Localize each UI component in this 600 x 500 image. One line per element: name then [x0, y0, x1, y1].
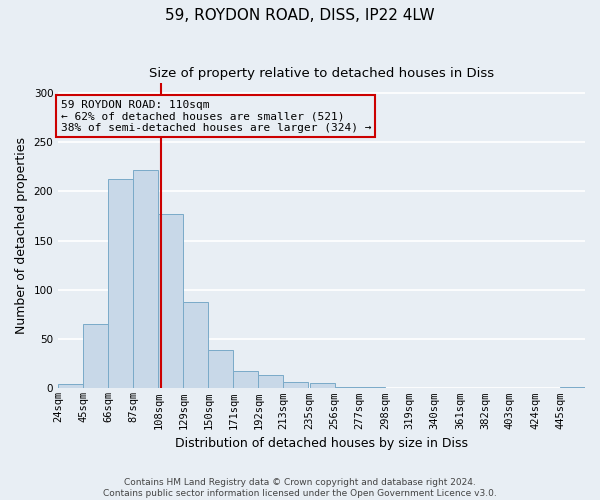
Bar — [58, 384, 83, 388]
Bar — [233, 370, 259, 388]
Bar — [158, 214, 184, 388]
Bar — [133, 170, 158, 388]
Text: Contains HM Land Registry data © Crown copyright and database right 2024.
Contai: Contains HM Land Registry data © Crown c… — [103, 478, 497, 498]
Bar — [108, 178, 133, 388]
Bar — [184, 302, 208, 388]
Text: 59 ROYDON ROAD: 110sqm
← 62% of detached houses are smaller (521)
38% of semi-de: 59 ROYDON ROAD: 110sqm ← 62% of detached… — [61, 100, 371, 133]
X-axis label: Distribution of detached houses by size in Diss: Distribution of detached houses by size … — [175, 437, 468, 450]
Y-axis label: Number of detached properties: Number of detached properties — [15, 137, 28, 334]
Bar — [310, 384, 335, 388]
Bar — [83, 324, 108, 388]
Bar — [283, 382, 308, 388]
Title: Size of property relative to detached houses in Diss: Size of property relative to detached ho… — [149, 68, 494, 80]
Bar — [208, 350, 233, 389]
Bar — [259, 374, 283, 388]
Text: 59, ROYDON ROAD, DISS, IP22 4LW: 59, ROYDON ROAD, DISS, IP22 4LW — [165, 8, 435, 22]
